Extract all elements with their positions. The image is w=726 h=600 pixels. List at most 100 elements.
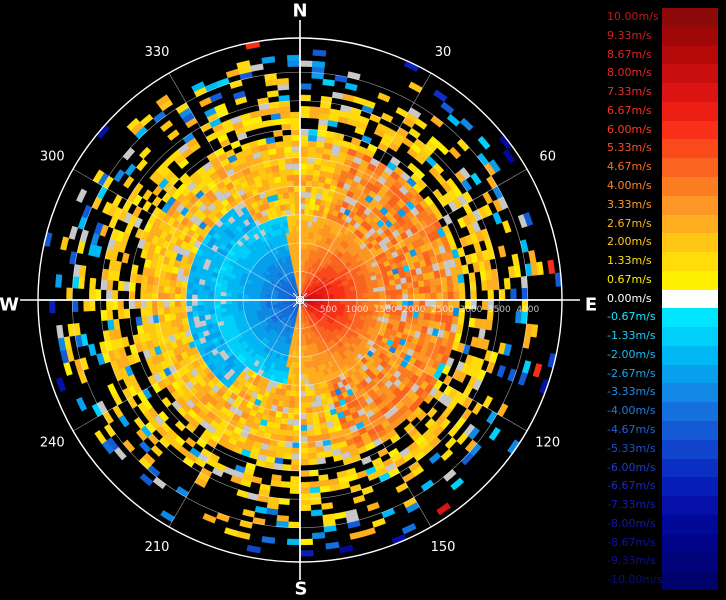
velocity-bin	[299, 185, 307, 193]
azimuth-label: 330	[145, 45, 170, 60]
velocity-bin	[307, 447, 317, 454]
velocity-bin	[286, 424, 294, 432]
velocity-bin	[313, 163, 322, 171]
velocity-bin	[294, 396, 301, 403]
range-label: 1500	[374, 305, 397, 315]
legend-swatch	[662, 345, 718, 365]
velocity-bin	[168, 286, 176, 294]
radar-display[interactable]: 500 1000 1500 2000 2500 3000 3500 4000 30 60 120 1…	[0, 0, 600, 600]
legend-row: -8.67m/s	[603, 533, 723, 553]
no-data-bin	[378, 286, 386, 292]
velocity-bin	[367, 292, 375, 297]
velocity-bin	[157, 292, 164, 301]
velocity-bin	[83, 299, 90, 312]
velocity-bin	[191, 288, 199, 295]
no-data-bin	[291, 145, 301, 153]
velocity-bin	[284, 157, 294, 165]
legend-row: -4.00m/s	[603, 402, 723, 422]
no-data-bin	[292, 163, 301, 170]
velocity-bin	[281, 464, 292, 471]
velocity-bin	[350, 293, 358, 299]
legend-swatch	[662, 158, 718, 177]
velocity-bin	[185, 299, 193, 307]
velocity-bin	[299, 151, 309, 159]
velocity-bin	[452, 307, 460, 317]
velocity-bin	[458, 282, 466, 292]
velocity-bin	[309, 481, 320, 488]
legend-label: 6.67m/s	[607, 103, 652, 117]
velocity-bin	[168, 306, 176, 314]
velocity-bin	[106, 309, 114, 321]
velocity-bin	[309, 389, 316, 397]
velocity-bin	[307, 441, 316, 449]
legend-row: 8.00m/s	[603, 64, 723, 84]
velocity-bin	[291, 140, 301, 147]
velocity-bin	[282, 134, 292, 142]
legend-label: -8.00m/s	[607, 516, 656, 530]
velocity-bin	[209, 308, 216, 315]
velocity-bin	[487, 289, 494, 301]
velocity-bin	[266, 90, 279, 98]
velocity-bin	[470, 290, 477, 301]
legend-swatch	[662, 514, 718, 534]
legend-swatch	[662, 139, 718, 159]
velocity-bin	[307, 146, 317, 153]
velocity-bin	[299, 487, 311, 494]
velocity-bin	[312, 175, 320, 183]
velocity-bin	[373, 291, 380, 297]
no-data-bin	[299, 436, 308, 443]
velocity-bin	[291, 134, 301, 141]
velocity-bin	[419, 293, 426, 301]
no-data-bin	[305, 191, 312, 199]
legend-row: -0.67m/s	[603, 308, 723, 328]
velocity-bin	[197, 289, 204, 296]
velocity-bin	[293, 185, 301, 193]
velocity-bin	[291, 151, 301, 159]
velocity-bin	[283, 197, 291, 205]
legend-swatch	[662, 176, 718, 196]
velocity-bin	[225, 303, 233, 308]
velocity-bin	[299, 134, 309, 141]
no-data-bin	[308, 384, 315, 391]
velocity-bin	[436, 292, 443, 301]
velocity-bin	[288, 191, 295, 199]
velocity-bin	[304, 203, 311, 210]
no-data-bin	[293, 419, 301, 426]
velocity-bin	[299, 430, 308, 437]
velocity-bin	[279, 106, 291, 114]
velocity-bin	[362, 292, 369, 299]
velocity-bin	[447, 283, 454, 293]
velocity-bin	[220, 303, 227, 309]
legend-label: 2.00m/s	[607, 235, 652, 249]
velocity-bin	[278, 429, 287, 437]
velocity-bin	[117, 308, 125, 320]
velocity-bin	[424, 306, 432, 314]
legend-row: -2.67m/s	[603, 364, 723, 384]
velocity-bin	[430, 292, 437, 301]
legend-row: 9.33m/s	[603, 26, 723, 46]
velocity-bin	[214, 308, 222, 314]
velocity-bin	[430, 285, 437, 294]
velocity-bin	[345, 294, 352, 299]
velocity-bin	[237, 305, 245, 312]
velocity-bin	[435, 284, 443, 294]
velocity-bin	[302, 344, 308, 352]
velocity-bin	[203, 309, 211, 316]
legend-label: 8.00m/s	[607, 66, 652, 80]
velocity-bin	[299, 441, 309, 449]
velocity-bin	[270, 479, 282, 488]
velocity-bin	[291, 220, 297, 227]
velocity-bin	[303, 367, 308, 375]
velocity-bin	[197, 294, 204, 301]
legend-row: 10.00m/s	[603, 8, 723, 27]
velocity-bin	[197, 299, 204, 306]
velocity-bin	[312, 417, 320, 425]
velocity-color-legend: 10.00m/s 9.33m/s 8.67m/s 8.00m/s 7.33m/s 6.67…	[603, 8, 723, 590]
velocity-bin	[305, 413, 313, 420]
velocity-bin	[180, 293, 187, 301]
velocity-bin	[447, 291, 455, 301]
azimuth-label: 240	[40, 436, 65, 451]
velocity-bin	[242, 301, 250, 307]
velocity-bin	[168, 292, 176, 301]
velocity-bin	[322, 78, 335, 87]
